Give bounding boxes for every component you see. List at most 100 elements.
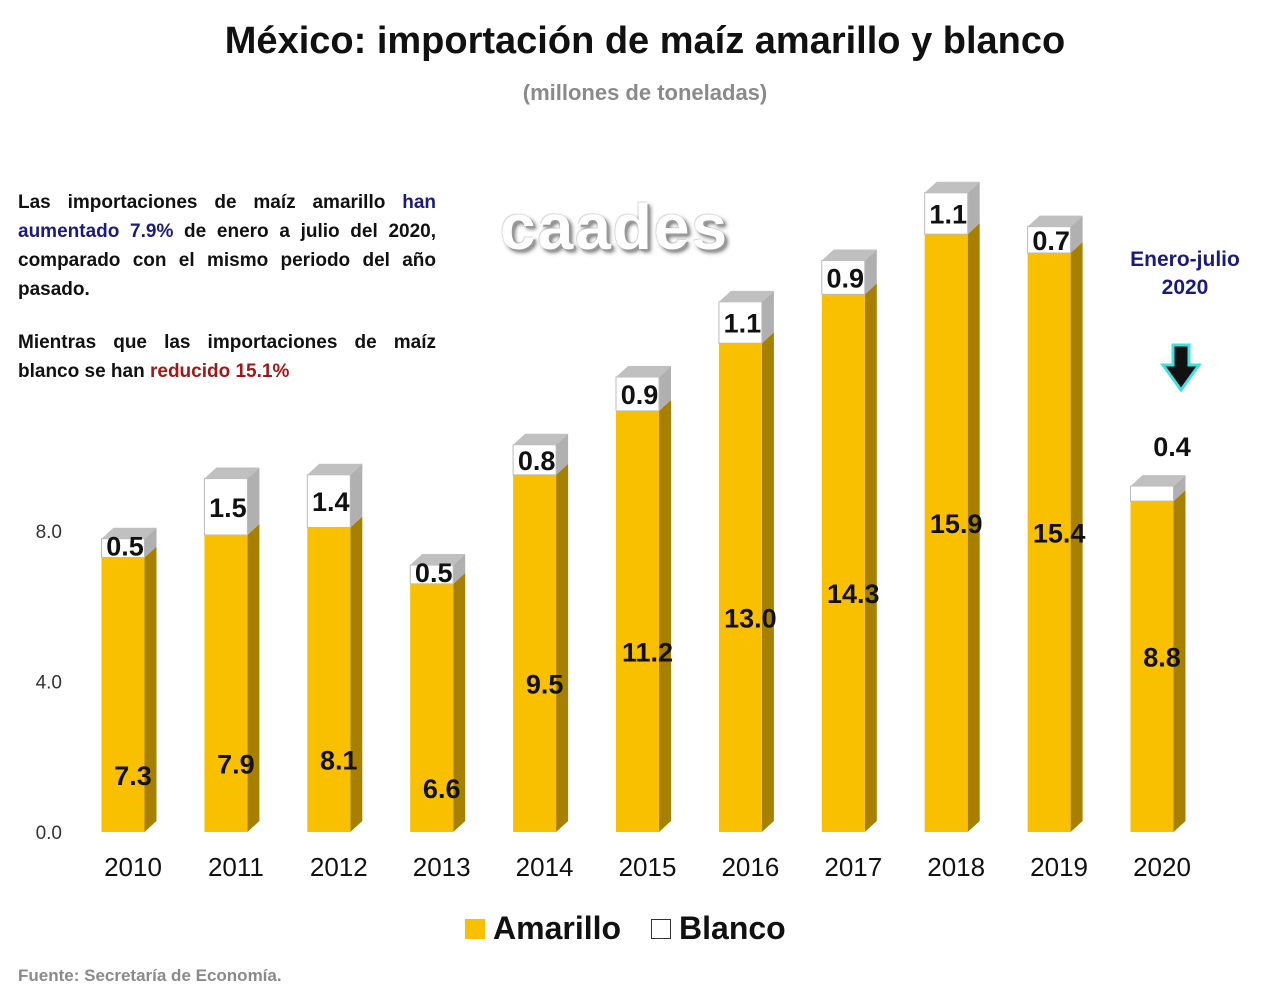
bar-top <box>204 467 260 479</box>
data-label-blanco: 0.5 <box>106 532 144 562</box>
data-label-amarillo: 8.8 <box>1143 643 1181 673</box>
bar-side-blanco <box>967 181 980 235</box>
note-highlight-decrease: reducido 15.1% <box>149 361 290 382</box>
bar-amarillo <box>101 557 145 832</box>
bar-blanco <box>718 301 763 344</box>
data-label-amarillo: 15.9 <box>930 509 983 539</box>
bar-side-amarillo <box>350 516 363 832</box>
bar-side-blanco <box>1173 475 1186 502</box>
x-tick-label: 2011 <box>208 852 264 882</box>
bar-side-amarillo <box>556 463 569 832</box>
legend-label-blanco: Blanco <box>679 910 786 946</box>
bar-blanco <box>1027 226 1072 254</box>
bar-side-blanco <box>247 467 260 535</box>
chart-subtitle: (millones de toneladas) <box>522 80 768 105</box>
note-text: de enero a julio del 2020, comparado con… <box>18 221 436 300</box>
bar-side-blanco <box>1070 215 1083 253</box>
x-tick-label: 2016 <box>721 852 779 882</box>
bar-top <box>616 366 671 378</box>
bar-amarillo <box>616 410 659 832</box>
data-label-blanco: 1.1 <box>929 199 967 229</box>
x-tick-label: 2014 <box>516 852 574 882</box>
bar-side-blanco <box>350 463 363 528</box>
bar-blanco <box>1130 485 1174 502</box>
bar-side-amarillo <box>864 283 877 832</box>
bar-amarillo <box>513 474 557 832</box>
x-tick-label: 2015 <box>619 852 677 882</box>
bar-amarillo <box>410 583 454 832</box>
data-label-blanco: 1.4 <box>312 487 350 517</box>
legend-swatch-blanco <box>651 918 672 939</box>
bar-top <box>821 249 877 261</box>
data-label-amarillo: 7.3 <box>114 761 152 791</box>
bar-side-amarillo <box>453 572 466 832</box>
x-tick-label: 2013 <box>413 852 471 882</box>
x-tick-label: 2010 <box>104 852 162 882</box>
bar-side-blanco <box>144 527 157 558</box>
data-label-amarillo: 15.4 <box>1033 518 1086 548</box>
down-arrow-icon <box>1160 343 1202 393</box>
bar-side-blanco <box>864 249 877 295</box>
source-note: Fuente: Secretaría de Economía. <box>18 966 282 985</box>
data-label-amarillo: 14.3 <box>827 579 880 609</box>
bar-amarillo <box>1130 501 1174 832</box>
annotation-text: Las importaciones de maíz amarillo han a… <box>18 188 436 410</box>
bar-top <box>513 433 569 445</box>
bar-amarillo <box>204 534 248 832</box>
bar-side-amarillo <box>144 546 157 832</box>
data-label-blanco: 0.9 <box>621 380 659 410</box>
bar-side-amarillo <box>967 223 980 832</box>
data-label-amarillo: 7.9 <box>217 749 255 779</box>
period-label: Enero-julio 2020 <box>1130 248 1240 299</box>
bar-blanco <box>924 192 969 235</box>
x-tick-label: 2019 <box>1030 852 1088 882</box>
data-label-blanco: 0.7 <box>1032 226 1070 256</box>
data-label-blanco: 0.9 <box>827 263 865 293</box>
y-tick-label: 8.0 <box>36 522 62 543</box>
bar-side-amarillo <box>659 399 671 832</box>
data-label-blanco: 1.5 <box>209 493 247 523</box>
legend-label-amarillo: Amarillo <box>493 910 622 946</box>
bar-side-blanco <box>761 290 774 344</box>
bar-top <box>410 554 466 566</box>
data-label-amarillo: 6.6 <box>423 774 461 804</box>
bar-blanco <box>512 444 557 476</box>
data-label-blanco: 1.1 <box>724 309 762 339</box>
x-tick-label: 2012 <box>310 852 368 882</box>
bar-side-amarillo <box>247 523 260 832</box>
bar-side-blanco <box>556 433 569 475</box>
bar-side-amarillo <box>761 332 774 832</box>
x-tick-label: 2017 <box>824 852 882 882</box>
chart-title: México: importación de maíz amarillo y b… <box>224 20 1066 62</box>
y-tick-label: 0.0 <box>36 823 62 844</box>
data-label-amarillo: 11.2 <box>622 637 673 667</box>
note-text: Mientras que las importaciones de maíz b… <box>18 332 436 382</box>
bar-side-amarillo <box>1173 490 1186 832</box>
bar-amarillo <box>307 527 351 832</box>
note-highlight-increase: han aumentado 7.9% <box>18 192 437 242</box>
data-label-amarillo: 8.1 <box>320 746 358 776</box>
bar-top <box>924 181 980 193</box>
bar-side-blanco <box>453 554 466 584</box>
bar-amarillo <box>1027 252 1071 832</box>
bar-top <box>101 527 157 539</box>
x-tick-label: 2020 <box>1133 852 1191 882</box>
bar-amarillo <box>924 234 968 832</box>
bar-amarillo <box>718 343 762 832</box>
bar-top <box>718 290 774 302</box>
bar-top <box>1027 215 1083 227</box>
y-tick-label: 4.0 <box>36 673 62 694</box>
data-label-amarillo: 13.0 <box>724 604 777 634</box>
x-tick-label: 2018 <box>927 852 985 882</box>
caades-logo: caades <box>500 191 730 263</box>
note-text: Las importaciones de maíz amarillo <box>18 192 386 213</box>
bar-top <box>307 463 363 475</box>
bar-blanco <box>203 478 248 536</box>
bar-side-blanco <box>659 366 671 411</box>
data-label-amarillo: 9.5 <box>526 669 564 699</box>
bar-amarillo <box>821 294 865 832</box>
legend: Amarillo Blanco <box>465 910 786 947</box>
legend-swatch-amarillo <box>465 918 485 939</box>
bar-blanco <box>821 259 866 295</box>
